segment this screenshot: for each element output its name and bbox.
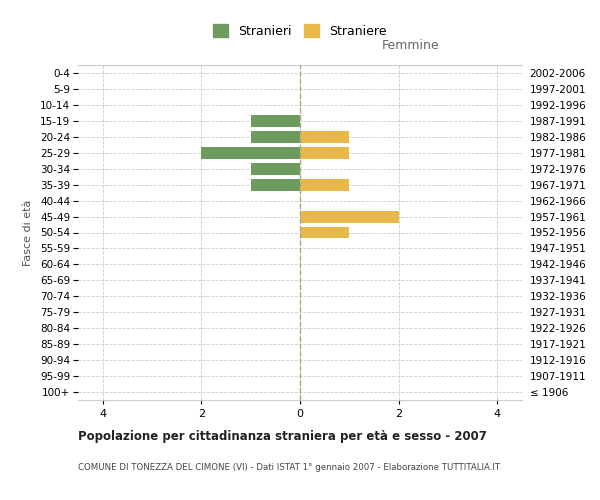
Text: Femmine: Femmine bbox=[382, 38, 440, 52]
Y-axis label: Fasce di età: Fasce di età bbox=[23, 200, 33, 266]
Text: Popolazione per cittadinanza straniera per età e sesso - 2007: Popolazione per cittadinanza straniera p… bbox=[78, 430, 487, 443]
Bar bbox=[300, 147, 349, 158]
Bar bbox=[300, 226, 349, 238]
Bar bbox=[300, 210, 398, 222]
Bar bbox=[300, 178, 349, 190]
Legend: Stranieri, Straniere: Stranieri, Straniere bbox=[213, 24, 387, 38]
Text: COMUNE DI TONEZZA DEL CIMONE (VI) - Dati ISTAT 1° gennaio 2007 - Elaborazione TU: COMUNE DI TONEZZA DEL CIMONE (VI) - Dati… bbox=[78, 462, 500, 471]
Bar bbox=[300, 131, 349, 143]
Bar bbox=[251, 162, 300, 174]
Bar bbox=[251, 131, 300, 143]
Bar bbox=[251, 115, 300, 127]
Bar bbox=[202, 147, 300, 158]
Bar bbox=[251, 178, 300, 190]
